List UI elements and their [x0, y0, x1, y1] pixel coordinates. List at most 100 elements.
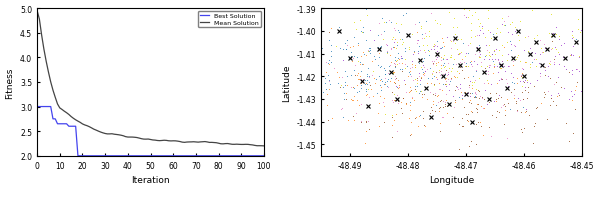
Point: [540, 66, 550, 69]
Best Solution: [172, 155, 179, 157]
Point: [392, 63, 401, 67]
Point: [427, 109, 437, 112]
Point: [539, 43, 548, 46]
Point: [317, 47, 326, 50]
Point: [446, 77, 455, 81]
Point: [311, 45, 320, 48]
Point: [374, 56, 384, 59]
Point: [321, 71, 331, 74]
Point: [335, 85, 345, 89]
Point: [326, 55, 336, 59]
Point: [400, 58, 409, 61]
Point: [353, 44, 363, 47]
Point: [502, 41, 511, 44]
Point: [554, 36, 563, 39]
Point: [470, 91, 479, 94]
Point: [362, 94, 371, 97]
Point: [452, 85, 461, 88]
Point: [475, 25, 484, 29]
Point: [548, 32, 558, 35]
Point: [348, 86, 358, 89]
Point: [414, 92, 424, 95]
Point: [315, 73, 325, 76]
Point: [521, 107, 531, 111]
Point: [503, 16, 513, 19]
Point: [343, 118, 352, 122]
Point: [475, 53, 484, 56]
Point: [494, 79, 504, 82]
Point: [349, 36, 359, 39]
Mean Solution: [170, 140, 177, 142]
Point: [349, 22, 359, 25]
Point: [430, 110, 440, 113]
Point: [382, 43, 391, 46]
Point: [465, 95, 475, 98]
Point: [407, 89, 416, 92]
Point: [464, 145, 474, 148]
Point: [486, 83, 496, 87]
Point: [485, 92, 494, 96]
Point: [319, 91, 328, 94]
Point: [425, 35, 434, 38]
Point: [365, 84, 374, 87]
Point: [452, 70, 462, 73]
Point: [380, 67, 389, 70]
Point: [429, 60, 439, 63]
Point: [515, 61, 525, 64]
Point: [386, 77, 395, 80]
Point: [484, 54, 494, 57]
Point: [377, 86, 386, 89]
Point: [415, 89, 425, 93]
Point: [454, 123, 464, 126]
Point: [545, 62, 554, 65]
Point: [424, 49, 433, 52]
Point: [322, 61, 331, 64]
Point: [545, 104, 555, 107]
Point: [484, 18, 493, 21]
Point: [496, 77, 506, 80]
Point: [437, 57, 446, 60]
Point: [340, 42, 349, 45]
Point: [379, 97, 388, 100]
Point: [493, 60, 503, 63]
Point: [533, 79, 542, 82]
Point: [581, 41, 591, 44]
Point: [501, 88, 511, 91]
Point: [499, 123, 509, 126]
Point: [521, 61, 531, 65]
Point: [452, 27, 461, 30]
Point: [473, 89, 482, 92]
Point: [428, 60, 437, 63]
Point: [548, 48, 557, 51]
Point: [493, 65, 502, 68]
Point: [496, 63, 506, 66]
Point: [477, 96, 487, 99]
Point: [446, 54, 455, 58]
Point: [397, 57, 407, 60]
Point: [545, 63, 554, 66]
Point: [362, 93, 372, 96]
Point: [513, 54, 523, 58]
Point: [433, 56, 442, 59]
Point: [394, 31, 404, 35]
Point: [507, 81, 517, 84]
Point: [341, 92, 351, 95]
Point: [421, 51, 430, 54]
Point: [390, 82, 400, 85]
Point: [438, 106, 448, 109]
Point: [417, 93, 427, 96]
Point: [361, 8, 371, 11]
Point: [479, 107, 489, 110]
Mean Solution: [203, 141, 211, 143]
Point: [497, 23, 507, 27]
Point: [480, 55, 490, 58]
Point: [494, 61, 503, 64]
Point: [441, 93, 451, 96]
Point: [391, 47, 400, 50]
Best Solution: [194, 155, 202, 157]
Point: [564, 71, 574, 74]
Point: [388, 72, 398, 75]
Point: [572, 81, 581, 85]
Point: [394, 62, 404, 65]
Point: [462, 119, 472, 122]
